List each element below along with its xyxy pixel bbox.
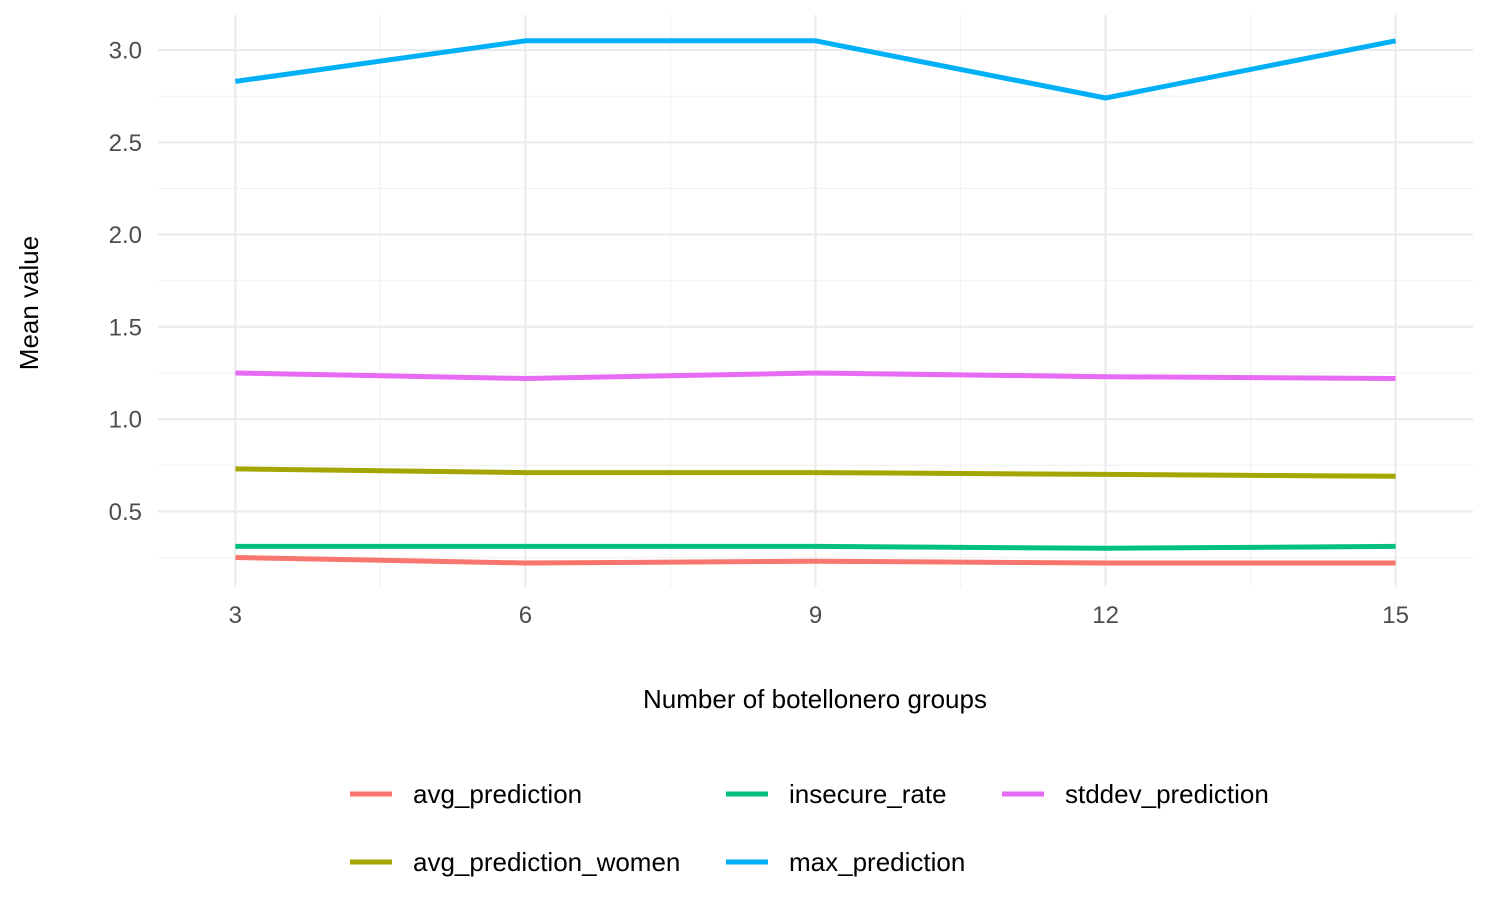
legend-item-insecure-rate: insecure_rate: [726, 779, 947, 809]
legend-item-max-prediction: max_prediction: [726, 847, 965, 877]
legend-label: max_prediction: [789, 847, 965, 877]
legend: avg_prediction avg_prediction_women insecu…: [350, 779, 1269, 877]
series-line-avg-prediction: [235, 555, 1396, 566]
y-tick-label: 2.0: [109, 222, 142, 249]
legend-item-avg-prediction-women: avg_prediction_women: [350, 847, 680, 877]
legend-label: avg_prediction: [413, 779, 582, 809]
x-axis-title: Number of botellonero groups: [643, 684, 987, 714]
legend-item-stddev-prediction: stddev_prediction: [1002, 779, 1269, 809]
x-tick-label: 6: [519, 602, 532, 629]
y-tick-label: 1.5: [109, 314, 142, 341]
grid: [158, 15, 1473, 587]
x-tick-label: 12: [1092, 602, 1119, 629]
series-line-stddev-prediction: [235, 370, 1396, 381]
series-line-insecure-rate: [235, 543, 1396, 551]
x-tick-label: 15: [1382, 602, 1409, 629]
y-axis-ticks: 0.5 1.0 1.5 2.0 2.5 3.0: [109, 38, 142, 526]
legend-label: avg_prediction_women: [413, 847, 680, 877]
legend-item-avg-prediction: avg_prediction: [350, 779, 582, 809]
y-tick-label: 0.5: [109, 499, 142, 526]
y-tick-label: 2.5: [109, 130, 142, 157]
x-tick-label: 9: [809, 602, 822, 629]
x-axis-ticks: 3 6 9 12 15: [229, 602, 1409, 629]
x-tick-label: 3: [229, 602, 242, 629]
series-line-avg-prediction-women: [235, 466, 1396, 479]
series-line-max-prediction: [235, 38, 1397, 101]
y-tick-label: 1.0: [109, 407, 142, 434]
series-lines: [235, 38, 1397, 566]
y-tick-label: 3.0: [109, 38, 142, 65]
legend-label: insecure_rate: [789, 779, 947, 809]
y-axis-title: Mean value: [14, 236, 44, 370]
legend-label: stddev_prediction: [1065, 779, 1269, 809]
